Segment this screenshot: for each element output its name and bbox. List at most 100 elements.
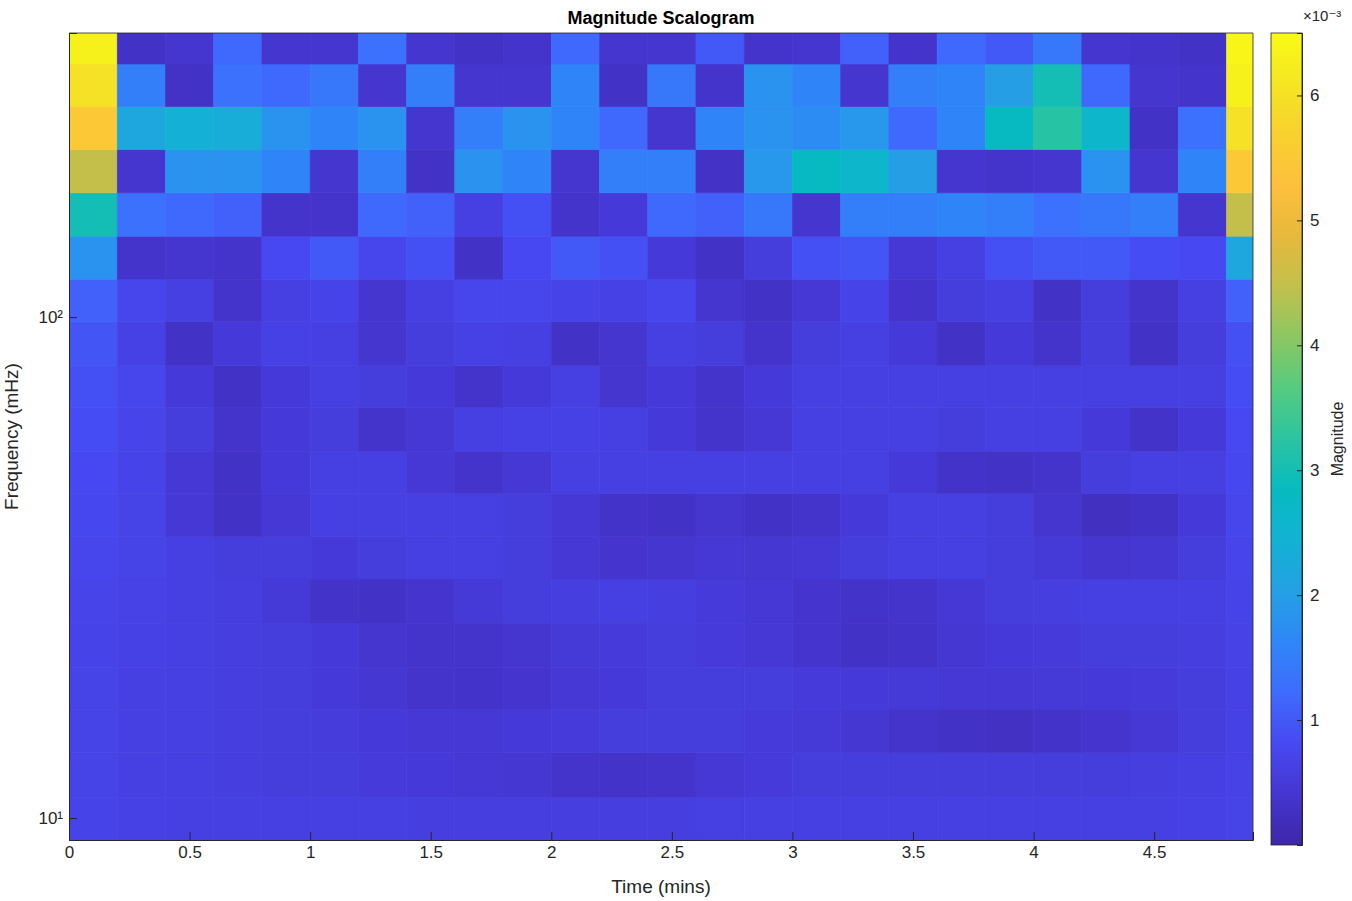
x-tick: 0.5 — [178, 832, 202, 862]
heatmap-cell — [69, 150, 117, 193]
heatmap-cell — [1034, 623, 1082, 667]
heatmap-cell — [841, 321, 889, 365]
heatmap-cell — [117, 623, 165, 667]
heatmap-cell — [310, 150, 358, 193]
heatmap-cell — [1082, 709, 1130, 753]
heatmap-cell — [407, 236, 455, 279]
heatmap-cell — [407, 366, 455, 408]
heatmap-cell — [985, 107, 1033, 150]
y-tick-mark — [69, 818, 77, 819]
heatmap-cell — [310, 709, 358, 753]
heatmap-cell — [792, 279, 840, 321]
heatmap-cell — [1226, 667, 1253, 709]
heatmap-cell — [1130, 623, 1178, 667]
heatmap-cell — [937, 667, 985, 709]
heatmap-cell — [551, 279, 599, 321]
heatmap-cell — [503, 493, 551, 536]
heatmap-cell — [551, 366, 599, 408]
heatmap-cell — [1130, 579, 1178, 623]
heatmap-cell — [117, 493, 165, 536]
x-axis-title: Time (mins) — [611, 876, 711, 897]
heatmap-cell — [1178, 107, 1226, 150]
heatmap-cell — [648, 150, 696, 193]
heatmap-cell — [1034, 407, 1082, 451]
heatmap-cell — [214, 321, 262, 365]
heatmap-cell — [117, 107, 165, 150]
heatmap-cell — [503, 366, 551, 408]
heatmap-cell — [937, 797, 985, 840]
heatmap-cell — [214, 451, 262, 493]
heatmap-cell — [600, 753, 648, 798]
heatmap-cell — [358, 407, 406, 451]
heatmap-cell — [792, 407, 840, 451]
heatmap-cell — [551, 623, 599, 667]
heatmap-cell — [551, 150, 599, 193]
heatmap-cell — [1130, 536, 1178, 579]
heatmap-cell — [1034, 64, 1082, 107]
heatmap-cell — [744, 279, 792, 321]
heatmap-cell — [455, 33, 503, 64]
colorbar-tick: 1 — [1297, 711, 1319, 730]
heatmap-cell — [985, 64, 1033, 107]
x-tick: 2 — [547, 832, 556, 862]
heatmap-cell — [600, 536, 648, 579]
heatmap-cell — [117, 33, 165, 64]
heatmap-cell — [165, 107, 213, 150]
heatmap-cell — [1226, 536, 1253, 579]
heatmap-cell — [600, 279, 648, 321]
heatmap-cell — [1130, 107, 1178, 150]
heatmap-cell — [503, 64, 551, 107]
heatmap-cell — [262, 493, 310, 536]
heatmap-cell — [1082, 451, 1130, 493]
heatmap-cell — [841, 107, 889, 150]
heatmap-cell — [503, 150, 551, 193]
heatmap-cell — [841, 366, 889, 408]
heatmap-cell — [455, 623, 503, 667]
heatmap-cell — [407, 64, 455, 107]
heatmap-cell — [455, 321, 503, 365]
heatmap-cell — [262, 536, 310, 579]
heatmap-cell — [600, 33, 648, 64]
heatmap-cell — [1226, 623, 1253, 667]
x-tick-mark — [310, 832, 311, 840]
heatmap-cell — [1082, 667, 1130, 709]
heatmap-cell — [214, 150, 262, 193]
heatmap-cell — [1082, 33, 1130, 64]
heatmap-cell — [600, 493, 648, 536]
heatmap-cell — [551, 321, 599, 365]
heatmap-cell — [648, 667, 696, 709]
heatmap-cell — [1082, 579, 1130, 623]
heatmap-cell — [696, 236, 744, 279]
heatmap-cell — [455, 64, 503, 107]
heatmap-cell — [937, 407, 985, 451]
heatmap-cell — [792, 33, 840, 64]
heatmap-cell — [1226, 321, 1253, 365]
heatmap-cell — [165, 279, 213, 321]
colorbar-tick: 2 — [1297, 586, 1319, 605]
heatmap-cell — [648, 366, 696, 408]
heatmap-cell — [1178, 33, 1226, 64]
heatmap-cell — [648, 64, 696, 107]
heatmap-cell — [165, 321, 213, 365]
heatmap-cell — [117, 236, 165, 279]
heatmap-cell — [165, 193, 213, 236]
heatmap-cell — [1034, 321, 1082, 365]
heatmap-cell — [1178, 753, 1226, 798]
heatmap-cell — [262, 236, 310, 279]
heatmap-cell — [407, 709, 455, 753]
x-tick-mark — [1154, 832, 1155, 840]
heatmap-cell — [937, 150, 985, 193]
heatmap-cell — [937, 709, 985, 753]
heatmap-cell — [1178, 366, 1226, 408]
heatmap-cell — [1130, 407, 1178, 451]
heatmap-cell — [117, 366, 165, 408]
heatmap-cell — [503, 33, 551, 64]
heatmap-cell — [696, 407, 744, 451]
heatmap-cell — [600, 236, 648, 279]
heatmap-cell — [455, 150, 503, 193]
heatmap-cell — [455, 193, 503, 236]
heatmap-cell — [1034, 107, 1082, 150]
heatmap-cell — [455, 797, 503, 840]
heatmap-cell — [600, 579, 648, 623]
x-tick-label: 0.5 — [178, 843, 202, 862]
